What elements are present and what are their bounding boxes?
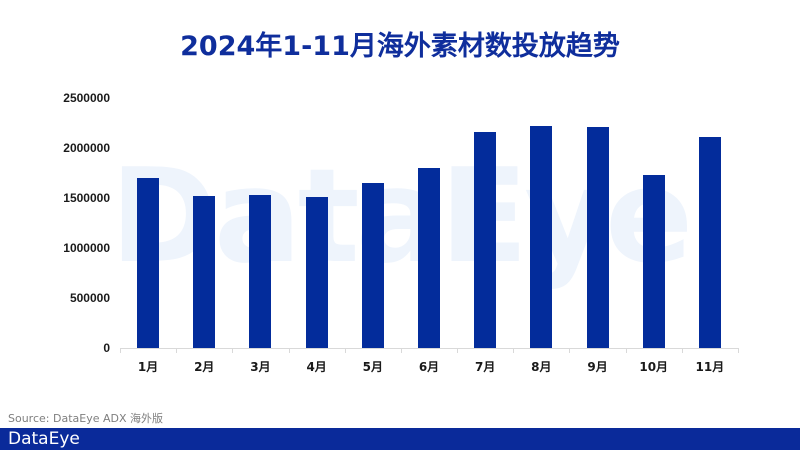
- x-tick-mark: [513, 348, 515, 353]
- x-tick-mark: [120, 348, 121, 353]
- bar-7: [474, 132, 497, 348]
- y-tick-label: 1500000: [63, 191, 110, 205]
- x-tick-label: 3月: [250, 360, 271, 374]
- x-tick-mark: [738, 348, 739, 353]
- x-tick-mark: [625, 348, 627, 353]
- x-tick-mark: [569, 348, 571, 353]
- x-tick-mark: [457, 348, 459, 353]
- bar-4: [305, 197, 328, 348]
- x-tick-mark: [176, 348, 178, 353]
- x-tick-mark: [681, 348, 683, 353]
- footer-bar: DataEye: [0, 428, 800, 450]
- bar-3: [249, 195, 272, 348]
- bar-11: [698, 137, 721, 348]
- x-tick-mark: [400, 348, 402, 353]
- bar-9: [586, 127, 609, 348]
- x-tick-label: 2月: [194, 360, 215, 374]
- x-tick-label: 8月: [531, 360, 552, 374]
- x-tick-label: 10月: [639, 360, 669, 374]
- bar-5: [361, 183, 384, 348]
- y-tick-label: 1000000: [63, 241, 110, 255]
- bar-2: [193, 196, 216, 348]
- x-tick-label: 1月: [137, 360, 159, 374]
- x-tick-label: 6月: [418, 360, 440, 374]
- x-tick-label: 5月: [362, 360, 383, 374]
- bar-1: [137, 178, 160, 348]
- bar-10: [642, 175, 665, 348]
- x-axis-line: [120, 348, 738, 349]
- x-tick-label: 11月: [695, 360, 725, 374]
- x-tick-label: 4月: [306, 360, 327, 374]
- y-tick-label: 2500000: [63, 91, 110, 105]
- y-tick-label: 500000: [69, 291, 110, 305]
- bar-8: [530, 126, 553, 348]
- x-tick-mark: [288, 348, 290, 353]
- x-tick-label: 9月: [587, 360, 608, 374]
- source-note: Source: DataEye ADX 海外版: [8, 412, 163, 425]
- chart-title: 2024年1-11月海外素材数投放趋势: [180, 31, 620, 62]
- bar-6: [418, 168, 440, 348]
- y-tick-label: 2000000: [63, 141, 110, 155]
- footer-logo: DataEye: [8, 429, 80, 449]
- x-tick-label: 7月: [474, 360, 496, 374]
- x-tick-mark: [344, 348, 346, 353]
- y-tick-label: 0: [103, 341, 110, 355]
- x-tick-mark: [232, 348, 234, 353]
